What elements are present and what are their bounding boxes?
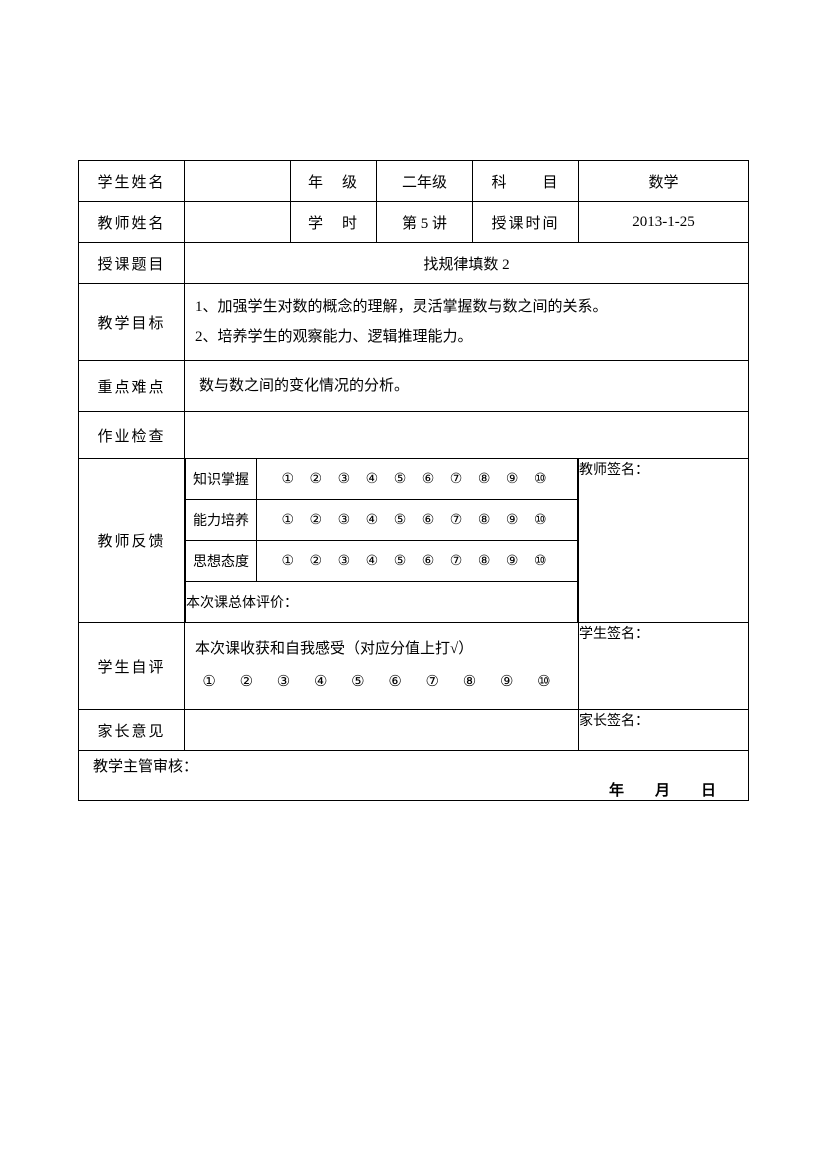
label-hours: 学 时: [291, 202, 377, 243]
value-teach-time: 2013-1-25: [579, 202, 749, 243]
value-goal: 1、加强学生对数的概念的理解，灵活掌握数与数之间的关系。 2、培养学生的观察能力…: [185, 284, 749, 361]
label-student-name: 学生姓名: [79, 161, 185, 202]
value-grade: 二年级: [377, 161, 473, 202]
feedback-grid: 知识掌握 ① ② ③ ④ ⑤ ⑥ ⑦ ⑧ ⑨ ⑩ 能力培养 ① ② ③ ④ ⑤ …: [185, 459, 579, 623]
self-eval-line1: 本次课收获和自我感受（对应分值上打√）: [195, 633, 568, 666]
goal-line-2: 2、培养学生的观察能力、逻辑推理能力。: [195, 322, 738, 352]
label-homework: 作业检查: [79, 412, 185, 459]
table-row: 教学目标 1、加强学生对数的概念的理解，灵活掌握数与数之间的关系。 2、培养学生…: [79, 284, 749, 361]
fb-label-attitude: 思想态度: [186, 541, 257, 582]
table-row: 学生姓名 年 级 二年级 科 目 数学: [79, 161, 749, 202]
self-eval-rating: ① ② ③ ④ ⑤ ⑥ ⑦ ⑧ ⑨ ⑩: [195, 666, 568, 699]
value-keypoint: 数与数之间的变化情况的分析。: [185, 361, 749, 412]
table-row: 学生自评 本次课收获和自我感受（对应分值上打√） ① ② ③ ④ ⑤ ⑥ ⑦ ⑧…: [79, 623, 749, 710]
label-teach-time: 授课时间: [473, 202, 579, 243]
goal-line-1: 1、加强学生对数的概念的理解，灵活掌握数与数之间的关系。: [195, 292, 738, 322]
label-topic: 授课题目: [79, 243, 185, 284]
value-student-name: [185, 161, 291, 202]
fb-rating-ability: ① ② ③ ④ ⑤ ⑥ ⑦ ⑧ ⑨ ⑩: [257, 500, 578, 541]
table-row: 教师反馈 知识掌握 ① ② ③ ④ ⑤ ⑥ ⑦ ⑧ ⑨ ⑩ 能力培养 ① ② ③…: [79, 459, 749, 623]
table-row: 教师姓名 学 时 第 5 讲 授课时间 2013-1-25: [79, 202, 749, 243]
label-subject: 科 目: [473, 161, 579, 202]
student-sign-cell: 学生签名：: [579, 623, 749, 710]
label-goal: 教学目标: [79, 284, 185, 361]
value-topic: 找规律填数 2: [185, 243, 749, 284]
fb-rating-knowledge: ① ② ③ ④ ⑤ ⑥ ⑦ ⑧ ⑨ ⑩: [257, 459, 578, 500]
table-row: 重点难点 数与数之间的变化情况的分析。: [79, 361, 749, 412]
self-eval-content: 本次课收获和自我感受（对应分值上打√） ① ② ③ ④ ⑤ ⑥ ⑦ ⑧ ⑨ ⑩: [185, 623, 579, 710]
fb-overall: 本次课总体评价：: [186, 582, 578, 623]
table-row: 作业检查: [79, 412, 749, 459]
teacher-sign-cell: 教师签名：: [579, 459, 749, 623]
supervisor-cell: 教学主管审核： 年 月 日: [79, 751, 749, 801]
label-keypoint: 重点难点: [79, 361, 185, 412]
value-homework: [185, 412, 749, 459]
lesson-form-table: 学生姓名 年 级 二年级 科 目 数学 教师姓名 学 时 第 5 讲 授课时间 …: [78, 160, 749, 801]
table-row: 授课题目 找规律填数 2: [79, 243, 749, 284]
label-teacher-name: 教师姓名: [79, 202, 185, 243]
supervisor-label: 教学主管审核：: [93, 755, 734, 776]
fb-label-knowledge: 知识掌握: [186, 459, 257, 500]
label-self-eval: 学生自评: [79, 623, 185, 710]
value-teacher-name: [185, 202, 291, 243]
table-row: 教学主管审核： 年 月 日: [79, 751, 749, 801]
value-hours: 第 5 讲: [377, 202, 473, 243]
value-subject: 数学: [579, 161, 749, 202]
fb-rating-attitude: ① ② ③ ④ ⑤ ⑥ ⑦ ⑧ ⑨ ⑩: [257, 541, 578, 582]
fb-label-ability: 能力培养: [186, 500, 257, 541]
date-ymd: 年 月 日: [609, 779, 724, 800]
label-grade: 年 级: [291, 161, 377, 202]
label-feedback: 教师反馈: [79, 459, 185, 623]
